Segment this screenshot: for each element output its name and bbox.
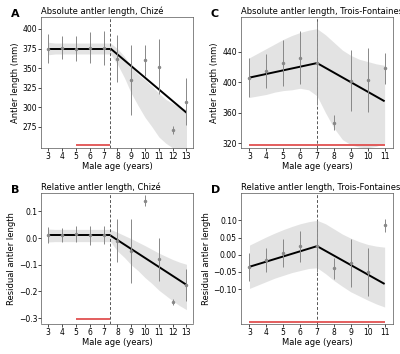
Text: D: D	[211, 185, 220, 195]
Text: Relative antler length, Trois-Fontaines: Relative antler length, Trois-Fontaines	[241, 183, 400, 192]
Y-axis label: Residual antler length: Residual antler length	[7, 212, 16, 304]
Y-axis label: Antler length (mm): Antler length (mm)	[210, 42, 220, 123]
Text: Absolute antler length, Trois-Fontaines: Absolute antler length, Trois-Fontaines	[241, 7, 400, 16]
Y-axis label: Antler length (mm): Antler length (mm)	[11, 42, 20, 123]
X-axis label: Male age (years): Male age (years)	[82, 162, 153, 171]
Text: Absolute antler length, Chizé: Absolute antler length, Chizé	[41, 7, 164, 16]
X-axis label: Male age (years): Male age (years)	[82, 338, 153, 347]
Text: B: B	[11, 185, 19, 195]
Text: C: C	[211, 10, 219, 19]
Y-axis label: Residual antler length: Residual antler length	[202, 212, 211, 304]
X-axis label: Male age (years): Male age (years)	[282, 338, 352, 347]
Text: Relative antler length, Chizé: Relative antler length, Chizé	[41, 183, 161, 192]
Text: A: A	[11, 10, 20, 19]
X-axis label: Male age (years): Male age (years)	[282, 162, 352, 171]
